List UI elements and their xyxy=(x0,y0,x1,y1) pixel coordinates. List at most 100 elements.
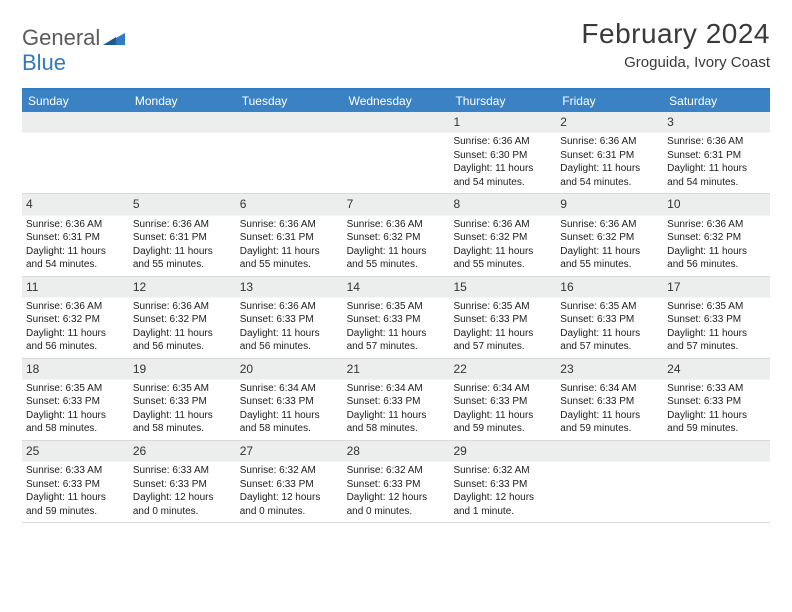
daylight-text: Daylight: 11 hours and 56 minutes. xyxy=(667,245,766,272)
sunrise-text: Sunrise: 6:33 AM xyxy=(26,464,125,478)
day-cell: 26Sunrise: 6:33 AMSunset: 6:33 PMDayligh… xyxy=(129,441,236,522)
day-info: Sunrise: 6:36 AMSunset: 6:32 PMDaylight:… xyxy=(129,298,236,358)
daylight-text: Daylight: 11 hours and 58 minutes. xyxy=(133,409,232,436)
day-cell: 16Sunrise: 6:35 AMSunset: 6:33 PMDayligh… xyxy=(556,277,663,358)
sunrise-text: Sunrise: 6:36 AM xyxy=(133,218,232,232)
sunrise-text: Sunrise: 6:34 AM xyxy=(240,382,339,396)
day-info: Sunrise: 6:34 AMSunset: 6:33 PMDaylight:… xyxy=(556,380,663,440)
daylight-text: Daylight: 11 hours and 58 minutes. xyxy=(347,409,446,436)
sunrise-text: Sunrise: 6:34 AM xyxy=(453,382,552,396)
sunset-text: Sunset: 6:33 PM xyxy=(347,478,446,492)
sunrise-text: Sunrise: 6:36 AM xyxy=(347,218,446,232)
day-number: 15 xyxy=(449,277,556,298)
sunrise-text: Sunrise: 6:36 AM xyxy=(453,135,552,149)
logo-text-1: General xyxy=(22,26,100,49)
weekday-tue: Tuesday xyxy=(236,90,343,112)
day-cell: 5Sunrise: 6:36 AMSunset: 6:31 PMDaylight… xyxy=(129,194,236,275)
day-cell xyxy=(129,112,236,193)
day-info: Sunrise: 6:36 AMSunset: 6:31 PMDaylight:… xyxy=(236,216,343,276)
daylight-text: Daylight: 12 hours and 0 minutes. xyxy=(347,491,446,518)
daylight-text: Daylight: 12 hours and 1 minute. xyxy=(453,491,552,518)
day-cell: 15 Sunrise: 6:35 AMSunset: 6:33 PMDayligh… xyxy=(449,277,556,358)
weekday-mon: Monday xyxy=(129,90,236,112)
logo: GeneralBlue xyxy=(22,18,125,74)
daylight-text: Daylight: 11 hours and 57 minutes. xyxy=(453,327,552,354)
day-cell: 7Sunrise: 6:36 AMSunset: 6:32 PMDaylight… xyxy=(343,194,450,275)
day-number: 14 xyxy=(343,277,450,298)
daylight-text: Daylight: 11 hours and 58 minutes. xyxy=(240,409,339,436)
day-info: Sunrise: 6:33 AMSunset: 6:33 PMDaylight:… xyxy=(663,380,770,440)
sunset-text: Sunset: 6:32 PM xyxy=(453,231,552,245)
sunrise-text: Sunrise: 6:36 AM xyxy=(240,218,339,232)
sunset-text: Sunset: 6:33 PM xyxy=(667,313,766,327)
sunrise-text: Sunrise: 6:36 AM xyxy=(453,218,552,232)
day-cell xyxy=(22,112,129,193)
calendar-body: 1Sunrise: 6:36 AMSunset: 6:30 PMDaylight… xyxy=(22,112,770,523)
sunset-text: Sunset: 6:33 PM xyxy=(26,478,125,492)
logo-text-2: Blue xyxy=(22,51,66,74)
day-cell: 11Sunrise: 6:36 AMSunset: 6:32 PMDayligh… xyxy=(22,277,129,358)
daylight-text: Daylight: 11 hours and 54 minutes. xyxy=(667,162,766,189)
day-info: Sunrise: 6:34 AMSunset: 6:33 PMDaylight:… xyxy=(343,380,450,440)
week-row: 1Sunrise: 6:36 AMSunset: 6:30 PMDaylight… xyxy=(22,112,770,194)
sunset-text: Sunset: 6:32 PM xyxy=(347,231,446,245)
sunrise-text: Sunrise: 6:36 AM xyxy=(240,300,339,314)
day-info: Sunrise: 6:34 AMSunset: 6:33 PMDaylight:… xyxy=(449,380,556,440)
sunset-text: Sunset: 6:33 PM xyxy=(240,313,339,327)
day-cell: 2Sunrise: 6:36 AMSunset: 6:31 PMDaylight… xyxy=(556,112,663,193)
day-info: Sunrise: 6:35 AMSunset: 6:33 PMDaylight:… xyxy=(556,298,663,358)
daylight-text: Daylight: 11 hours and 57 minutes. xyxy=(347,327,446,354)
sunset-text: Sunset: 6:33 PM xyxy=(347,313,446,327)
sunset-text: Sunset: 6:33 PM xyxy=(133,478,232,492)
daylight-text: Daylight: 11 hours and 56 minutes. xyxy=(240,327,339,354)
daylight-text: Daylight: 11 hours and 55 minutes. xyxy=(453,245,552,272)
sunrise-text: Sunrise: 6:32 AM xyxy=(347,464,446,478)
day-cell: 24Sunrise: 6:33 AMSunset: 6:33 PMDayligh… xyxy=(663,359,770,440)
day-number: 22 xyxy=(449,359,556,380)
sunrise-text: Sunrise: 6:35 AM xyxy=(453,300,552,314)
day-cell xyxy=(343,112,450,193)
week-row: 4Sunrise: 6:36 AMSunset: 6:31 PMDaylight… xyxy=(22,194,770,276)
sunrise-text: Sunrise: 6:35 AM xyxy=(667,300,766,314)
sunset-text: Sunset: 6:32 PM xyxy=(26,313,125,327)
sunrise-text: Sunrise: 6:35 AM xyxy=(133,382,232,396)
sunrise-text: Sunrise: 6:34 AM xyxy=(560,382,659,396)
daylight-text: Daylight: 11 hours and 59 minutes. xyxy=(26,491,125,518)
daylight-text: Daylight: 11 hours and 55 minutes. xyxy=(347,245,446,272)
day-number: 2 xyxy=(556,112,663,133)
sunset-text: Sunset: 6:33 PM xyxy=(240,395,339,409)
day-number: 29 xyxy=(449,441,556,462)
sunset-text: Sunset: 6:33 PM xyxy=(133,395,232,409)
sunset-text: Sunset: 6:31 PM xyxy=(26,231,125,245)
sunset-text: Sunset: 6:31 PM xyxy=(667,149,766,163)
day-info: Sunrise: 6:35 AMSunset: 6:33 PMDaylight:… xyxy=(22,380,129,440)
day-info: Sunrise: 6:34 AMSunset: 6:33 PMDaylight:… xyxy=(236,380,343,440)
day-number xyxy=(343,112,450,133)
sunrise-text: Sunrise: 6:36 AM xyxy=(133,300,232,314)
sunset-text: Sunset: 6:31 PM xyxy=(133,231,232,245)
week-row: 18Sunrise: 6:35 AMSunset: 6:33 PMDayligh… xyxy=(22,359,770,441)
page-title: February 2024 xyxy=(581,18,770,50)
day-number: 12 xyxy=(129,277,236,298)
daylight-text: Daylight: 11 hours and 56 minutes. xyxy=(133,327,232,354)
sunset-text: Sunset: 6:33 PM xyxy=(453,313,552,327)
sunrise-text: Sunrise: 6:33 AM xyxy=(667,382,766,396)
day-cell: 6Sunrise: 6:36 AMSunset: 6:31 PMDaylight… xyxy=(236,194,343,275)
day-number: 27 xyxy=(236,441,343,462)
day-cell: 25Sunrise: 6:33 AMSunset: 6:33 PMDayligh… xyxy=(22,441,129,522)
day-cell: 12Sunrise: 6:36 AMSunset: 6:32 PMDayligh… xyxy=(129,277,236,358)
day-number: 8 xyxy=(449,194,556,215)
sunset-text: Sunset: 6:33 PM xyxy=(347,395,446,409)
day-info: Sunrise: 6:35 AMSunset: 6:33 PMDaylight:… xyxy=(663,298,770,358)
logo-mark-icon xyxy=(103,26,125,49)
weekday-sat: Saturday xyxy=(663,90,770,112)
title-block: February 2024 Groguida, Ivory Coast xyxy=(581,18,770,71)
day-info: Sunrise: 6:36 AMSunset: 6:31 PMDaylight:… xyxy=(129,216,236,276)
day-cell: 29Sunrise: 6:32 AMSunset: 6:33 PMDayligh… xyxy=(449,441,556,522)
daylight-text: Daylight: 11 hours and 57 minutes. xyxy=(560,327,659,354)
day-info: Sunrise: 6:35 AMSunset: 6:33 PMDaylight:… xyxy=(343,298,450,358)
day-cell: 10Sunrise: 6:36 AMSunset: 6:32 PMDayligh… xyxy=(663,194,770,275)
sunrise-text: Sunrise: 6:33 AM xyxy=(133,464,232,478)
day-cell: 27Sunrise: 6:32 AMSunset: 6:33 PMDayligh… xyxy=(236,441,343,522)
sunset-text: Sunset: 6:33 PM xyxy=(453,395,552,409)
